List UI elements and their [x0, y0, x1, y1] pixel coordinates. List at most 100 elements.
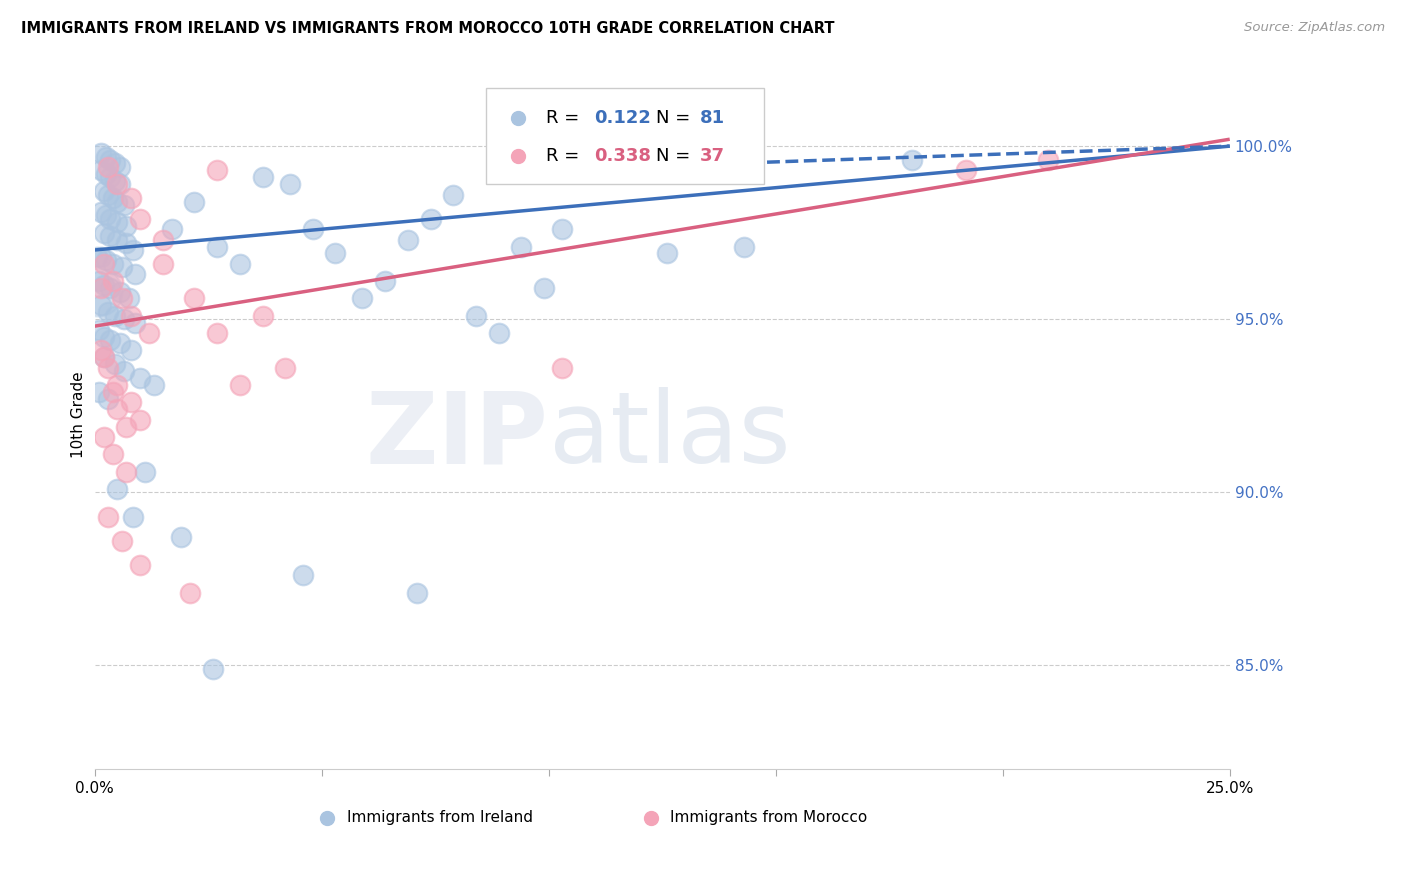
Point — [93, 351, 115, 365]
Point — [105, 194, 128, 209]
Point — [101, 257, 124, 271]
Point — [201, 662, 224, 676]
Point — [105, 178, 128, 192]
Point — [117, 292, 139, 306]
Point — [115, 419, 138, 434]
Point — [323, 246, 346, 260]
Point — [90, 298, 112, 312]
Point — [124, 267, 146, 281]
Point — [94, 253, 117, 268]
Point — [111, 260, 134, 275]
Point — [120, 395, 142, 409]
Point — [90, 343, 112, 358]
Point — [292, 568, 315, 582]
Point — [105, 402, 128, 417]
Point — [183, 292, 205, 306]
Point — [152, 233, 174, 247]
Point — [134, 465, 156, 479]
Point — [101, 384, 124, 399]
Point — [104, 357, 127, 371]
Point — [510, 239, 533, 253]
Point — [205, 326, 228, 340]
Point — [101, 191, 124, 205]
Point — [1036, 153, 1059, 167]
Point — [97, 305, 120, 319]
Text: R =: R = — [547, 147, 585, 165]
Text: R =: R = — [547, 109, 585, 127]
Point — [108, 285, 131, 299]
Point — [252, 309, 274, 323]
Point — [93, 257, 115, 271]
Point — [90, 250, 112, 264]
Point — [138, 326, 160, 340]
Point — [551, 360, 574, 375]
Point — [90, 163, 112, 178]
Point — [94, 208, 117, 222]
Point — [100, 333, 122, 347]
Point — [205, 239, 228, 253]
Point — [108, 160, 131, 174]
Point — [101, 447, 124, 461]
Point — [87, 384, 110, 399]
Point — [93, 329, 115, 343]
Point — [160, 222, 183, 236]
Point — [93, 351, 115, 365]
Point — [90, 281, 112, 295]
Point — [465, 309, 488, 323]
Point — [441, 187, 464, 202]
Point — [129, 558, 152, 572]
Point — [115, 219, 138, 233]
Point — [100, 170, 122, 185]
Point — [205, 163, 228, 178]
Text: 37: 37 — [700, 147, 724, 165]
Text: 0.122: 0.122 — [595, 109, 651, 127]
Point — [86, 250, 108, 264]
Point — [955, 163, 977, 178]
Point — [170, 530, 193, 544]
Point — [94, 149, 117, 163]
Point — [129, 371, 152, 385]
Text: atlas: atlas — [548, 387, 790, 484]
Point — [101, 274, 124, 288]
Point — [105, 233, 128, 247]
Point — [108, 178, 131, 192]
Point — [97, 509, 120, 524]
Text: 81: 81 — [700, 109, 724, 127]
Point — [129, 412, 152, 426]
Point — [419, 211, 441, 226]
Point — [115, 465, 138, 479]
Point — [97, 392, 120, 406]
Point — [97, 187, 120, 202]
Point — [112, 312, 135, 326]
Text: ZIP: ZIP — [366, 387, 548, 484]
FancyBboxPatch shape — [486, 88, 765, 184]
Point — [105, 215, 128, 229]
Point — [104, 309, 127, 323]
Point — [120, 309, 142, 323]
Point — [112, 198, 135, 212]
Y-axis label: 10th Grade: 10th Grade — [72, 371, 86, 458]
Point — [93, 184, 115, 198]
Point — [120, 191, 142, 205]
Point — [100, 229, 122, 244]
Text: 0.338: 0.338 — [595, 147, 651, 165]
Point — [396, 233, 419, 247]
Point — [120, 343, 142, 358]
Point — [733, 239, 755, 253]
Point — [93, 277, 115, 292]
Point — [97, 160, 120, 174]
Text: N =: N = — [657, 147, 696, 165]
Point — [274, 360, 297, 375]
Point — [97, 360, 120, 375]
Point — [87, 285, 110, 299]
Point — [100, 153, 122, 167]
Point — [352, 292, 374, 306]
Point — [94, 167, 117, 181]
Point — [111, 533, 134, 548]
Point — [90, 205, 112, 219]
Point — [90, 146, 112, 161]
Point — [100, 211, 122, 226]
Point — [142, 378, 165, 392]
Point — [115, 236, 138, 251]
Point — [122, 509, 145, 524]
